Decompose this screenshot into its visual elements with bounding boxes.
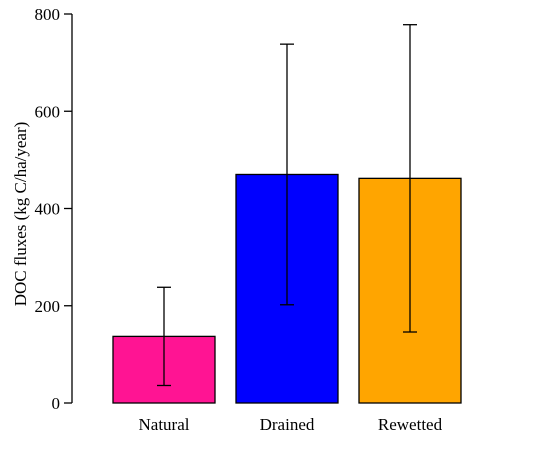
category-labels: Natural Drained Rewetted xyxy=(139,415,443,434)
error-bar-drained xyxy=(280,43,294,306)
category-label-natural: Natural xyxy=(139,415,190,434)
y-axis: 0 200 400 600 800 xyxy=(35,5,73,413)
y-tick-label: 200 xyxy=(35,297,61,316)
category-label-drained: Drained xyxy=(260,415,315,434)
y-axis-title: DOC fluxes (kg C/ha/year) xyxy=(11,122,30,307)
error-bars xyxy=(157,24,417,387)
error-bar-rewetted xyxy=(403,24,417,333)
y-tick-label: 0 xyxy=(52,394,61,413)
y-tick-label: 600 xyxy=(35,102,61,121)
y-tick-label: 400 xyxy=(35,200,61,219)
category-label-rewetted: Rewetted xyxy=(378,415,443,434)
y-tick-label: 800 xyxy=(35,5,61,24)
error-bar-natural xyxy=(157,286,171,387)
